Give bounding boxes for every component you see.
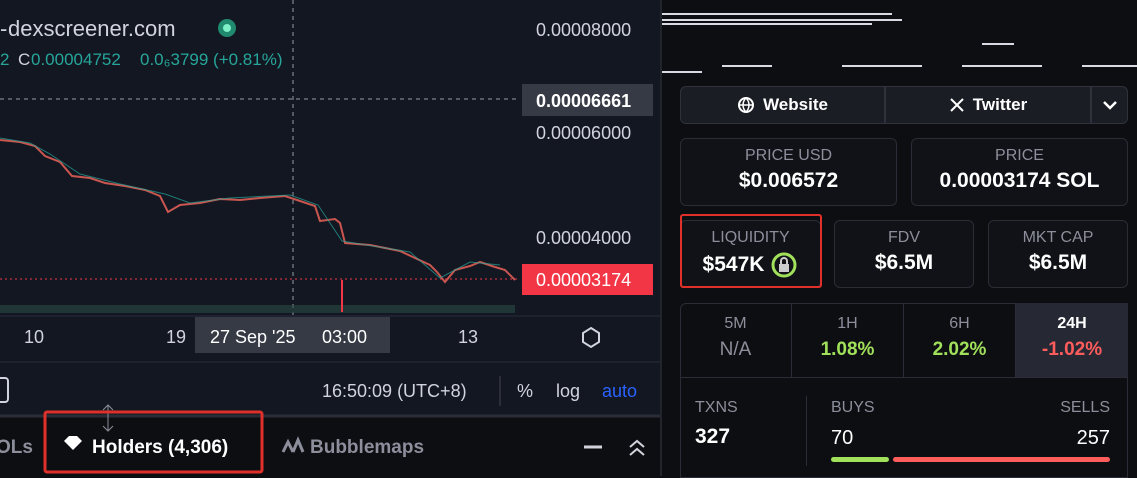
time-tick: 10 bbox=[24, 327, 44, 347]
settings-icon[interactable] bbox=[582, 326, 600, 349]
close-label: C bbox=[18, 50, 30, 69]
tf-value: 2.02% bbox=[932, 339, 987, 360]
stat-value: $547K bbox=[702, 253, 765, 276]
volume bbox=[0, 305, 515, 313]
sell-bar bbox=[893, 457, 1110, 462]
crosshair-time: 03:00 bbox=[322, 327, 367, 347]
chart-panel: dexscreener.com - 2 C 0.00004752 0.0₆379… bbox=[0, 0, 660, 476]
current-price: 0.00003174 bbox=[536, 270, 631, 290]
globe-icon bbox=[738, 97, 755, 114]
time-tick: 19 bbox=[166, 327, 186, 347]
crosshair-price: 0.00006661 bbox=[536, 91, 631, 111]
buys-value: 70 bbox=[831, 427, 854, 449]
price-tick: 0.00008000 bbox=[536, 20, 631, 40]
change: 0.0₆3799 (+0.81%) bbox=[140, 50, 282, 69]
stat-value: 0.00003174 SOL bbox=[939, 169, 1100, 192]
dash: - bbox=[0, 16, 7, 41]
live-dot-inner bbox=[223, 24, 231, 32]
stat-value: $6.5M bbox=[874, 251, 934, 274]
link-label: Twitter bbox=[972, 95, 1028, 114]
current-price-box bbox=[522, 264, 653, 295]
tf-value: -1.02% bbox=[1041, 339, 1103, 360]
percent-toggle[interactable]: % bbox=[517, 381, 533, 401]
sells-label: SELLS bbox=[1060, 399, 1110, 416]
x-icon bbox=[950, 98, 964, 112]
stat-card: MKT CAP $6.5M bbox=[988, 220, 1128, 288]
divider bbox=[680, 377, 1128, 378]
highlight bbox=[680, 214, 822, 288]
timeframe[interactable]: 5M N/A bbox=[680, 303, 792, 377]
tf-value: 1.08% bbox=[820, 339, 875, 360]
tf-label: 24H bbox=[1057, 315, 1087, 332]
calendar-icon[interactable] bbox=[0, 377, 9, 403]
price-trace-2 bbox=[0, 137, 501, 279]
link-label: Website bbox=[763, 95, 828, 114]
tf-value: N/A bbox=[719, 339, 752, 360]
divider bbox=[806, 396, 807, 466]
timeframe[interactable]: 24H -1.02% bbox=[1016, 303, 1128, 377]
time-tick: 13 bbox=[458, 327, 478, 347]
twitter-button[interactable]: Twitter bbox=[885, 86, 1091, 124]
price-tick: 0.00004000 bbox=[536, 228, 631, 248]
buys-label: BUYS bbox=[831, 399, 875, 416]
stat-value: $0.006572 bbox=[738, 169, 839, 192]
stat-label: LIQUIDITY bbox=[711, 229, 790, 246]
tf-label: 5M bbox=[724, 315, 747, 332]
website-button[interactable]: Website bbox=[680, 86, 885, 124]
crosshair-price-box bbox=[522, 84, 653, 116]
stat-label: MKT CAP bbox=[1022, 229, 1094, 246]
diamond-icon bbox=[64, 436, 82, 450]
stat-label: PRICE USD bbox=[744, 147, 833, 164]
highlight bbox=[43, 410, 264, 474]
timeframe[interactable]: 1H 1.08% bbox=[792, 303, 904, 377]
tab-bar bbox=[0, 416, 660, 476]
sells-value: 257 bbox=[1076, 427, 1110, 449]
txns-value: 327 bbox=[695, 425, 731, 448]
ohlc-prefix: 2 bbox=[0, 50, 9, 69]
watermark: dexscreener.com bbox=[8, 16, 176, 41]
price-tick: 0.00006000 bbox=[536, 123, 631, 143]
timeframe[interactable]: 6H 2.02% bbox=[904, 303, 1016, 377]
tf-label: 1H bbox=[837, 315, 858, 332]
auto-toggle[interactable]: auto bbox=[602, 381, 637, 401]
close-value: 0.00004752 bbox=[31, 50, 121, 69]
tab[interactable]: Bubblemaps bbox=[310, 437, 424, 458]
price-trace bbox=[0, 139, 516, 284]
stat-card: FDV $6.5M bbox=[834, 220, 974, 288]
banner-lines bbox=[662, 13, 1137, 73]
banner bbox=[662, 13, 1137, 73]
lock-icon bbox=[771, 252, 797, 278]
bubble-icon bbox=[281, 436, 305, 453]
chart-bg bbox=[0, 0, 660, 476]
crosshair-time-box bbox=[195, 317, 390, 353]
stat-card: LIQUIDITY $547K bbox=[680, 220, 821, 288]
stat-card: PRICE 0.00003174 SOL bbox=[911, 138, 1128, 206]
more-button[interactable] bbox=[1091, 86, 1128, 124]
stat-value: $6.5M bbox=[1028, 251, 1088, 274]
buy-bar bbox=[831, 457, 889, 462]
stat-card: PRICE USD $0.006572 bbox=[680, 138, 897, 206]
tf-label: 6H bbox=[949, 315, 970, 332]
crosshair-date: 27 Sep '25 bbox=[210, 327, 296, 347]
tab[interactable]: Holders (4,306) bbox=[92, 437, 228, 458]
stat-label: PRICE bbox=[995, 147, 1044, 164]
expand[interactable] bbox=[629, 439, 645, 456]
chevron bbox=[1102, 101, 1117, 110]
resize-handle[interactable] bbox=[102, 404, 114, 432]
stat-label: FDV bbox=[888, 229, 920, 246]
log-toggle[interactable]: log bbox=[556, 381, 580, 401]
txns-label: TXNS bbox=[695, 399, 738, 416]
tab[interactable]: OLs bbox=[0, 437, 33, 458]
clock: 16:50:09 (UTC+8) bbox=[322, 381, 467, 401]
